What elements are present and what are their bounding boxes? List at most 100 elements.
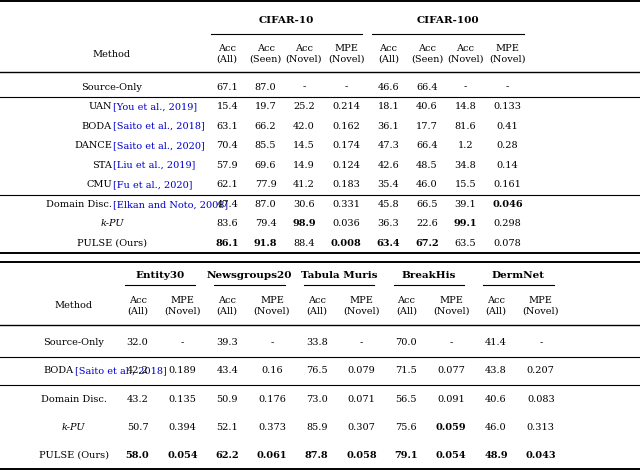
Text: Tabula Muris: Tabula Muris — [301, 272, 378, 280]
Text: 88.4: 88.4 — [293, 239, 315, 248]
Text: 0.161: 0.161 — [493, 180, 522, 189]
Text: DANCE: DANCE — [74, 141, 112, 150]
Text: 41.4: 41.4 — [485, 339, 507, 348]
Text: 0.036: 0.036 — [332, 219, 360, 228]
Text: 87.0: 87.0 — [255, 200, 276, 209]
Text: 36.3: 36.3 — [378, 219, 399, 228]
Text: 50.9: 50.9 — [216, 394, 238, 403]
Text: 0.043: 0.043 — [525, 451, 556, 460]
Text: 14.9: 14.9 — [293, 161, 315, 170]
Text: 81.6: 81.6 — [454, 122, 476, 131]
Text: 17.7: 17.7 — [416, 122, 438, 131]
Text: 0.331: 0.331 — [332, 200, 360, 209]
Text: 85.9: 85.9 — [306, 422, 328, 431]
Text: 0.058: 0.058 — [346, 451, 377, 460]
Text: 63.1: 63.1 — [216, 122, 238, 131]
Text: 79.1: 79.1 — [395, 451, 418, 460]
Text: Acc
(Novel): Acc (Novel) — [285, 44, 323, 64]
Text: 87.0: 87.0 — [255, 83, 276, 92]
Text: -: - — [344, 83, 348, 92]
Text: 0.14: 0.14 — [497, 161, 518, 170]
Text: 58.0: 58.0 — [125, 451, 150, 460]
Text: 63.5: 63.5 — [454, 239, 476, 248]
Text: Acc
(All): Acc (All) — [217, 296, 237, 315]
Text: 0.189: 0.189 — [168, 367, 196, 376]
Text: 40.6: 40.6 — [416, 102, 438, 111]
Text: 73.0: 73.0 — [306, 394, 328, 403]
Text: 0.078: 0.078 — [493, 239, 522, 248]
Text: 0.16: 0.16 — [261, 367, 283, 376]
Text: 0.079: 0.079 — [348, 367, 376, 376]
Text: 67.2: 67.2 — [415, 239, 438, 248]
Text: Source-Only: Source-Only — [43, 339, 104, 348]
Text: 39.1: 39.1 — [454, 200, 476, 209]
Text: 47.3: 47.3 — [378, 141, 399, 150]
Text: DermNet: DermNet — [492, 272, 545, 280]
Text: 19.7: 19.7 — [255, 102, 276, 111]
Text: 0.124: 0.124 — [332, 161, 360, 170]
Text: 62.1: 62.1 — [216, 180, 238, 189]
Text: 70.0: 70.0 — [396, 339, 417, 348]
Text: 1.2: 1.2 — [458, 141, 473, 150]
Text: Domain Disc.: Domain Disc. — [40, 394, 107, 403]
Text: BreakHis: BreakHis — [402, 272, 456, 280]
Text: -: - — [270, 339, 274, 348]
Text: 75.6: 75.6 — [396, 422, 417, 431]
Text: 66.2: 66.2 — [255, 122, 276, 131]
Text: BODA: BODA — [44, 367, 74, 376]
Text: 0.061: 0.061 — [257, 451, 287, 460]
Text: 0.059: 0.059 — [436, 422, 467, 431]
Text: 85.5: 85.5 — [255, 141, 276, 150]
Text: 0.054: 0.054 — [436, 451, 467, 460]
Text: 0.307: 0.307 — [348, 422, 376, 431]
Text: Entity30: Entity30 — [136, 272, 184, 280]
Text: 76.5: 76.5 — [306, 367, 328, 376]
Text: 91.8: 91.8 — [254, 239, 277, 248]
Text: 71.5: 71.5 — [396, 367, 417, 376]
Text: 36.1: 36.1 — [378, 122, 399, 131]
Text: 77.9: 77.9 — [255, 180, 276, 189]
Text: 0.162: 0.162 — [332, 122, 360, 131]
Text: 22.6: 22.6 — [416, 219, 438, 228]
Text: -: - — [449, 339, 453, 348]
Text: Acc
(All): Acc (All) — [378, 44, 399, 64]
Text: Acc
(All): Acc (All) — [127, 296, 148, 315]
Text: 15.4: 15.4 — [216, 102, 238, 111]
Text: 42.2: 42.2 — [127, 367, 148, 376]
Text: 50.7: 50.7 — [127, 422, 148, 431]
Text: 0.008: 0.008 — [331, 239, 362, 248]
Text: UAN: UAN — [88, 102, 112, 111]
Text: 0.298: 0.298 — [493, 219, 522, 228]
Text: Acc
(Seen): Acc (Seen) — [411, 44, 443, 64]
Text: 0.054: 0.054 — [167, 451, 198, 460]
Text: Source-Only: Source-Only — [81, 83, 143, 92]
Text: MPE
(Novel): MPE (Novel) — [164, 296, 201, 315]
Text: -: - — [180, 339, 184, 348]
Text: Method: Method — [93, 50, 131, 59]
Text: 47.4: 47.4 — [216, 200, 238, 209]
Text: 43.8: 43.8 — [485, 367, 507, 376]
Text: 66.4: 66.4 — [416, 83, 438, 92]
Text: 66.5: 66.5 — [416, 200, 438, 209]
Text: -: - — [539, 339, 543, 348]
Text: 43.2: 43.2 — [127, 394, 148, 403]
Text: PULSE (Ours): PULSE (Ours) — [38, 451, 109, 460]
Text: [Saito et al., 2020]: [Saito et al., 2020] — [113, 141, 205, 150]
Text: Acc
(All): Acc (All) — [217, 44, 237, 64]
Text: 25.2: 25.2 — [293, 102, 315, 111]
Text: [Saito et al., 2018]: [Saito et al., 2018] — [113, 122, 205, 131]
Text: 43.4: 43.4 — [216, 367, 238, 376]
Text: Acc
(Seen): Acc (Seen) — [250, 44, 282, 64]
Text: Acc
(Novel): Acc (Novel) — [447, 44, 484, 64]
Text: 18.1: 18.1 — [378, 102, 399, 111]
Text: Method: Method — [54, 301, 93, 310]
Text: Acc
(All): Acc (All) — [396, 296, 417, 315]
Text: 83.6: 83.6 — [216, 219, 238, 228]
Text: 0.133: 0.133 — [493, 102, 522, 111]
Text: -: - — [302, 83, 306, 92]
Text: 14.5: 14.5 — [293, 141, 315, 150]
Text: 0.174: 0.174 — [332, 141, 360, 150]
Text: 48.9: 48.9 — [484, 451, 508, 460]
Text: 33.8: 33.8 — [306, 339, 328, 348]
Text: [You et al., 2019]: [You et al., 2019] — [113, 102, 197, 111]
